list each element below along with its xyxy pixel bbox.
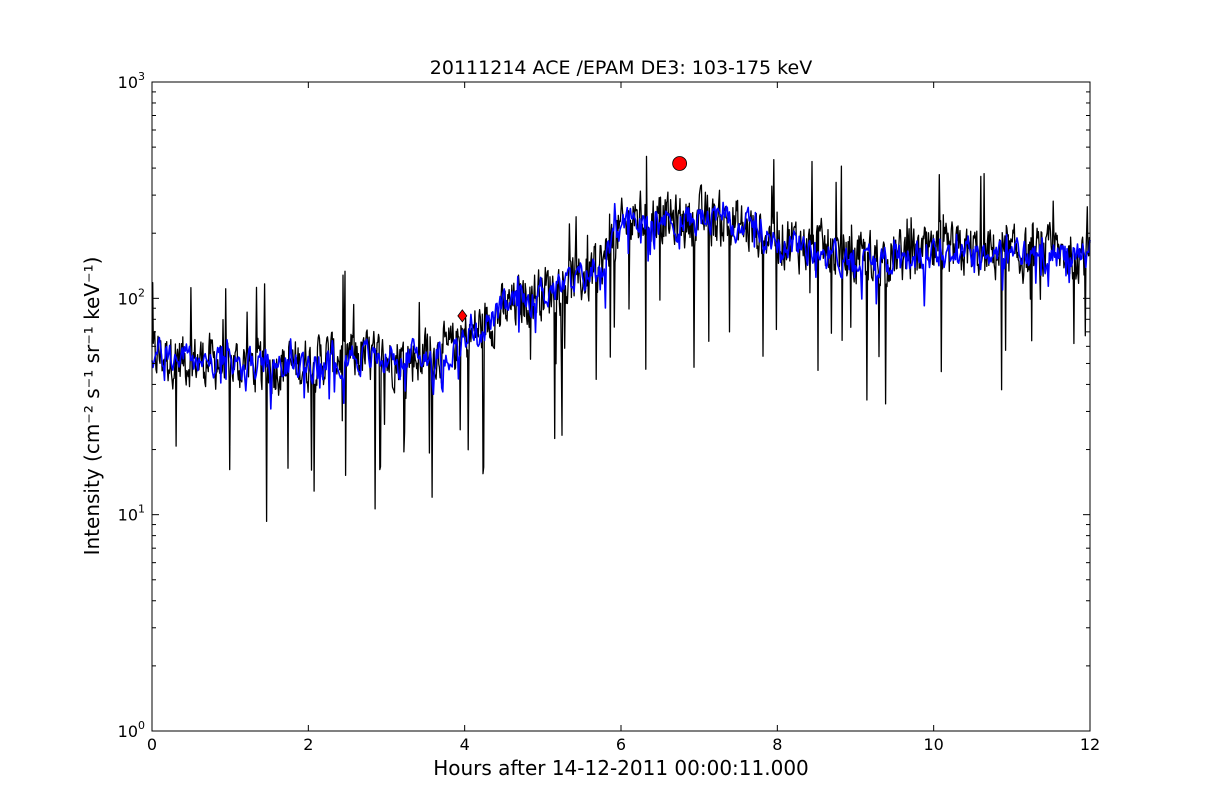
- series-raw-line: [151, 155, 1091, 523]
- y-tick-label: 103: [118, 70, 145, 92]
- y-axis-label: Intensity (cm⁻² s⁻¹ sr⁻¹ keV⁻¹): [80, 257, 104, 556]
- x-tick-label: 8: [772, 735, 782, 754]
- marker-circle: [672, 156, 688, 171]
- x-tick-label: 2: [303, 735, 313, 754]
- x-tick-label: 6: [616, 735, 626, 754]
- x-axis-label: Hours after 14-12-2011 00:00:11.000: [433, 756, 809, 780]
- x-tick-label: 12: [1080, 735, 1100, 754]
- y-tick-label: 102: [118, 286, 145, 308]
- chart-title: 20111214 ACE /EPAM DE3: 103-175 keV: [430, 57, 812, 79]
- plot-markers: [457, 156, 688, 323]
- y-tick-label: 101: [118, 503, 145, 525]
- x-axis: 0 2 4 6 8 10 12: [147, 82, 1100, 754]
- x-tick-label: 4: [460, 735, 470, 754]
- x-tick-label: 0: [147, 735, 157, 754]
- series-smoothed-line: [151, 201, 1091, 410]
- y-axis: 100 101 102 103: [118, 70, 1090, 741]
- y-tick-label: 100: [118, 719, 145, 741]
- x-tick-label: 10: [923, 735, 943, 754]
- marker-diamond: [457, 309, 468, 323]
- plot-lines: [151, 155, 1091, 523]
